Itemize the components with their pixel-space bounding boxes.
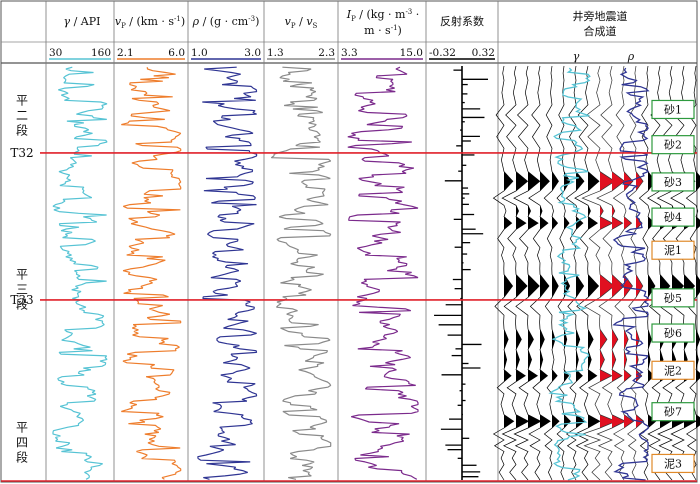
marker-label-T33: T33 <box>10 293 33 307</box>
rc-range-max: 0.32 <box>472 47 495 59</box>
rho-range-min: 1.0 <box>191 47 208 59</box>
ip-range-max: 15.0 <box>400 47 423 59</box>
gr-curve <box>52 66 108 480</box>
seismic-fill-8 <box>600 171 617 428</box>
lithology-label-7: 泥2 <box>664 364 682 377</box>
zone-label-1: 三 <box>16 283 28 297</box>
seismic-gamma-label: γ <box>573 50 580 63</box>
zone-label-2: 四 <box>16 436 28 450</box>
seismic-rho-label: ρ <box>627 50 635 63</box>
marker-label-T32: T32 <box>10 146 33 160</box>
seismic-title-line1: 井旁地震道 <box>573 9 628 23</box>
lithology-box-0 <box>651 99 695 120</box>
vp-range-min: 2.1 <box>117 47 134 59</box>
vp-track-label: vP / (km · s-1) <box>115 15 185 30</box>
rc-track-label: 反射系数 <box>440 14 484 28</box>
seismic-title-line2: 合成道 <box>584 24 617 38</box>
zone-label-0: 段 <box>16 123 28 138</box>
seismic-fill-6 <box>576 171 585 428</box>
lithology-label-2: 砂3 <box>664 176 682 189</box>
rho-range-max: 3.0 <box>244 47 261 59</box>
rho-track-label: ρ / (g · cm-3) <box>192 15 260 28</box>
gr-range-min: 30 <box>49 47 62 59</box>
lithology-label-0: 砂1 <box>664 103 682 116</box>
lithology-label-1: 砂2 <box>664 139 682 152</box>
zone-label-0: 二 <box>16 109 28 123</box>
lithology-box-4 <box>651 240 695 260</box>
vpvs-track-label: vP / vS <box>285 15 318 30</box>
seismic-fill-9 <box>612 171 626 428</box>
lithology-label-4: 泥1 <box>664 244 682 257</box>
seismic-trace-0 <box>492 65 515 481</box>
gr-range-max: 160 <box>91 47 111 59</box>
lithology-label-9: 泥3 <box>664 457 682 470</box>
seismic-fill-10 <box>624 171 634 428</box>
lithology-box-1 <box>651 135 695 155</box>
zone-label-1: 平 <box>16 268 28 282</box>
vpvs-curve <box>270 66 332 480</box>
seismic-fill-5 <box>564 171 571 428</box>
ip-curve <box>347 66 419 480</box>
lithology-box-3 <box>651 207 695 227</box>
header-labels: γ / API vP / (km · s-1) ρ / (g · cm-3) v… <box>64 8 628 38</box>
rho-curve <box>197 66 258 480</box>
zone-label-2: 平 <box>16 421 28 435</box>
seismic-gr-overlay <box>548 67 591 481</box>
lithology-box-8 <box>651 402 695 422</box>
vp-range-max: 6.0 <box>168 47 185 59</box>
lithology-box-7 <box>651 360 695 380</box>
vp-curve <box>121 67 182 480</box>
gr-track-label: γ / API <box>64 15 101 28</box>
lithology-label-5: 砂5 <box>664 292 682 305</box>
zone-label-2: 段 <box>16 450 28 465</box>
seismic-trace-8 <box>581 65 618 481</box>
lithology-label-6: 砂6 <box>664 327 682 340</box>
vpvs-range-max: 2.3 <box>318 47 335 59</box>
lithology-label-8: 砂7 <box>664 406 682 419</box>
seismic-fill-2 <box>528 171 541 428</box>
ip-track-label: IP / (kg · m-3 · <box>346 8 420 23</box>
seismic-trace-4 <box>543 65 560 481</box>
lithology-box-5 <box>651 288 695 308</box>
seismic-rho-overlay <box>612 67 650 481</box>
lithology-box-6 <box>651 323 695 343</box>
ip-range-min: 3.3 <box>341 47 358 59</box>
vpvs-range-min: 1.3 <box>267 47 284 59</box>
zone-label-1: 段 <box>16 297 28 312</box>
lithology-box-2 <box>651 172 695 192</box>
seismic-fill-3 <box>540 171 551 428</box>
ip-track-label-line2: m · s-1) <box>364 24 402 37</box>
lithology-label-3: 砂4 <box>664 211 682 224</box>
seismic-fill-7 <box>588 171 600 428</box>
seismic-fill-16 <box>696 171 700 428</box>
zone-label-0: 平 <box>16 94 28 108</box>
rc-range-min: -0.32 <box>429 47 456 59</box>
seismic-fill-4 <box>552 171 560 428</box>
lithology-box-9 <box>651 453 695 474</box>
seismic-fill-0 <box>504 171 514 428</box>
seismic-fill-1 <box>516 171 529 428</box>
